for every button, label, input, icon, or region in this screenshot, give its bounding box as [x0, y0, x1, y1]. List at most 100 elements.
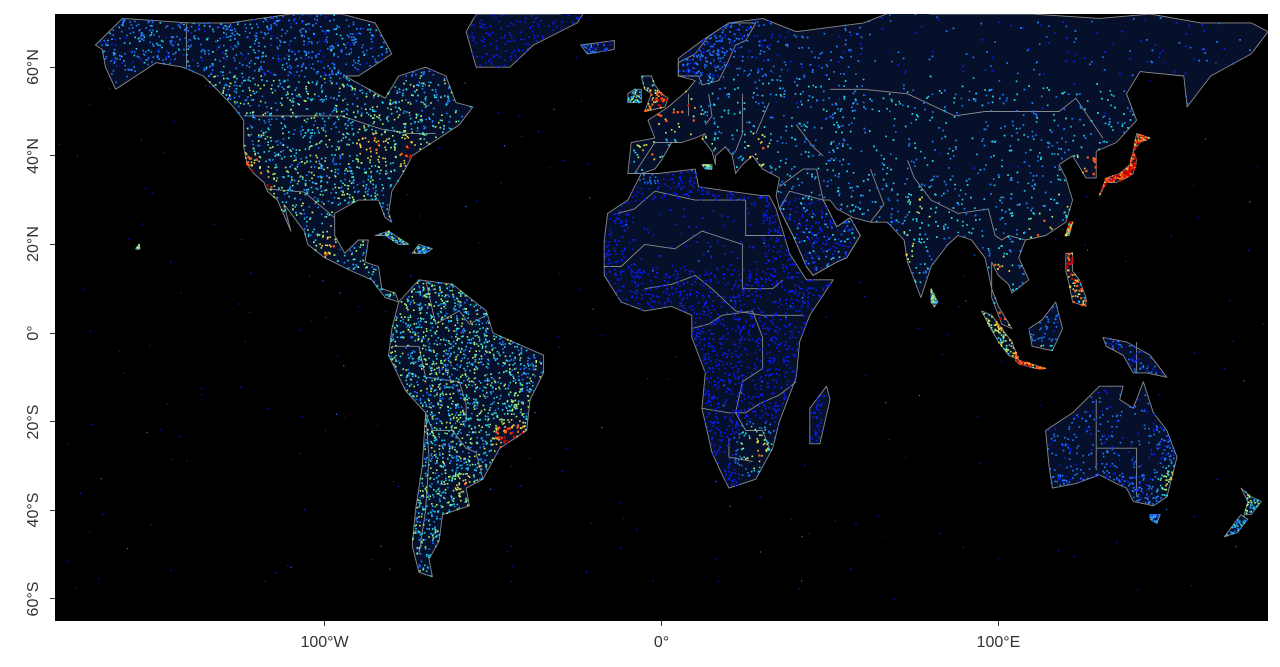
observation-point: [448, 476, 450, 478]
observation-point: [320, 75, 322, 78]
observation-point: [269, 124, 272, 126]
observation-point: [233, 97, 236, 99]
observation-point: [424, 98, 427, 100]
observation-point: [510, 55, 513, 57]
observation-point: [327, 29, 330, 32]
observation-point: [395, 360, 397, 362]
observation-point: [466, 499, 468, 502]
observation-point: [363, 195, 365, 197]
observation-point: [470, 363, 473, 365]
observation-point: [234, 30, 237, 33]
observation-point: [348, 85, 350, 87]
observation-point: [172, 53, 175, 55]
observation-point: [524, 17, 527, 20]
observation-point: [486, 328, 489, 330]
observation-point: [300, 35, 303, 37]
observation-point: [320, 60, 323, 63]
observation-point: [430, 453, 433, 455]
observation-point: [315, 201, 317, 203]
observation-point: [429, 485, 431, 487]
observation-point: [421, 307, 423, 310]
observation-point: [246, 36, 249, 38]
observation-point: [434, 529, 437, 532]
observation-point: [280, 35, 283, 37]
observation-point: [451, 446, 454, 448]
observation-point: [203, 69, 206, 72]
observation-point: [219, 45, 221, 47]
observation-point: [234, 75, 236, 77]
observation-point: [383, 41, 385, 44]
observation-point: [477, 320, 480, 322]
observation-point: [508, 427, 511, 430]
observation-point: [345, 108, 348, 110]
observation-point: [333, 54, 335, 57]
observation-point: [474, 426, 476, 428]
observation-point: [172, 36, 175, 38]
observation-point: [302, 178, 304, 180]
observation-point: [447, 102, 449, 104]
observation-point: [422, 394, 424, 397]
world-map[interactable]: [55, 14, 1268, 621]
observation-point: [294, 17, 296, 20]
observation-point: [322, 236, 324, 238]
observation-point: [409, 303, 412, 305]
observation-point: [334, 67, 336, 70]
observation-point: [575, 17, 578, 19]
observation-point: [363, 125, 365, 127]
observation-point: [245, 27, 247, 29]
observation-point: [371, 47, 374, 49]
observation-point: [405, 322, 407, 325]
map-panel[interactable]: [55, 14, 1268, 621]
observation-point: [508, 32, 511, 34]
observation-point: [172, 45, 175, 47]
observation-point: [288, 85, 291, 88]
observation-point: [266, 184, 269, 187]
observation-point: [391, 358, 393, 361]
observation-point: [367, 193, 370, 196]
observation-point: [270, 27, 272, 30]
observation-point: [234, 59, 236, 62]
observation-point: [467, 446, 469, 448]
land-sumatra: [981, 310, 1019, 360]
observation-point: [382, 58, 384, 60]
observation-point: [453, 432, 455, 434]
observation-point: [146, 19, 149, 21]
observation-point: [459, 290, 462, 293]
observation-point: [448, 342, 451, 344]
observation-point: [507, 419, 509, 421]
observation-point: [356, 191, 359, 193]
observation-point: [294, 89, 297, 91]
observation-point: [237, 105, 240, 108]
observation-point: [283, 193, 286, 196]
observation-point: [432, 113, 434, 116]
observation-point: [369, 65, 371, 67]
observation-point: [265, 131, 267, 133]
observation-point: [455, 377, 458, 379]
observation-point: [301, 161, 303, 163]
observation-point: [324, 31, 327, 34]
observation-point: [143, 61, 146, 64]
observation-point: [224, 53, 227, 55]
observation-point: [182, 54, 185, 56]
observation-point: [129, 68, 131, 71]
observation-point: [211, 69, 214, 71]
observation-point: [427, 338, 430, 340]
observation-point: [295, 204, 298, 206]
coast-uk: [640, 75, 669, 112]
observation-point: [415, 517, 417, 519]
observation-point: [438, 493, 440, 495]
observation-point: [516, 58, 519, 60]
observation-point: [427, 306, 429, 308]
observation-point: [447, 327, 449, 330]
observation-point: [165, 37, 167, 39]
observation-point: [336, 145, 338, 148]
observation-point: [335, 73, 337, 76]
observation-point: [467, 338, 470, 341]
observation-point: [516, 426, 519, 429]
observation-point: [322, 112, 325, 115]
observation-point: [229, 98, 232, 101]
observation-point: [420, 317, 422, 320]
observation-point: [274, 102, 277, 104]
observation-point: [532, 385, 534, 387]
observation-point: [142, 49, 145, 52]
